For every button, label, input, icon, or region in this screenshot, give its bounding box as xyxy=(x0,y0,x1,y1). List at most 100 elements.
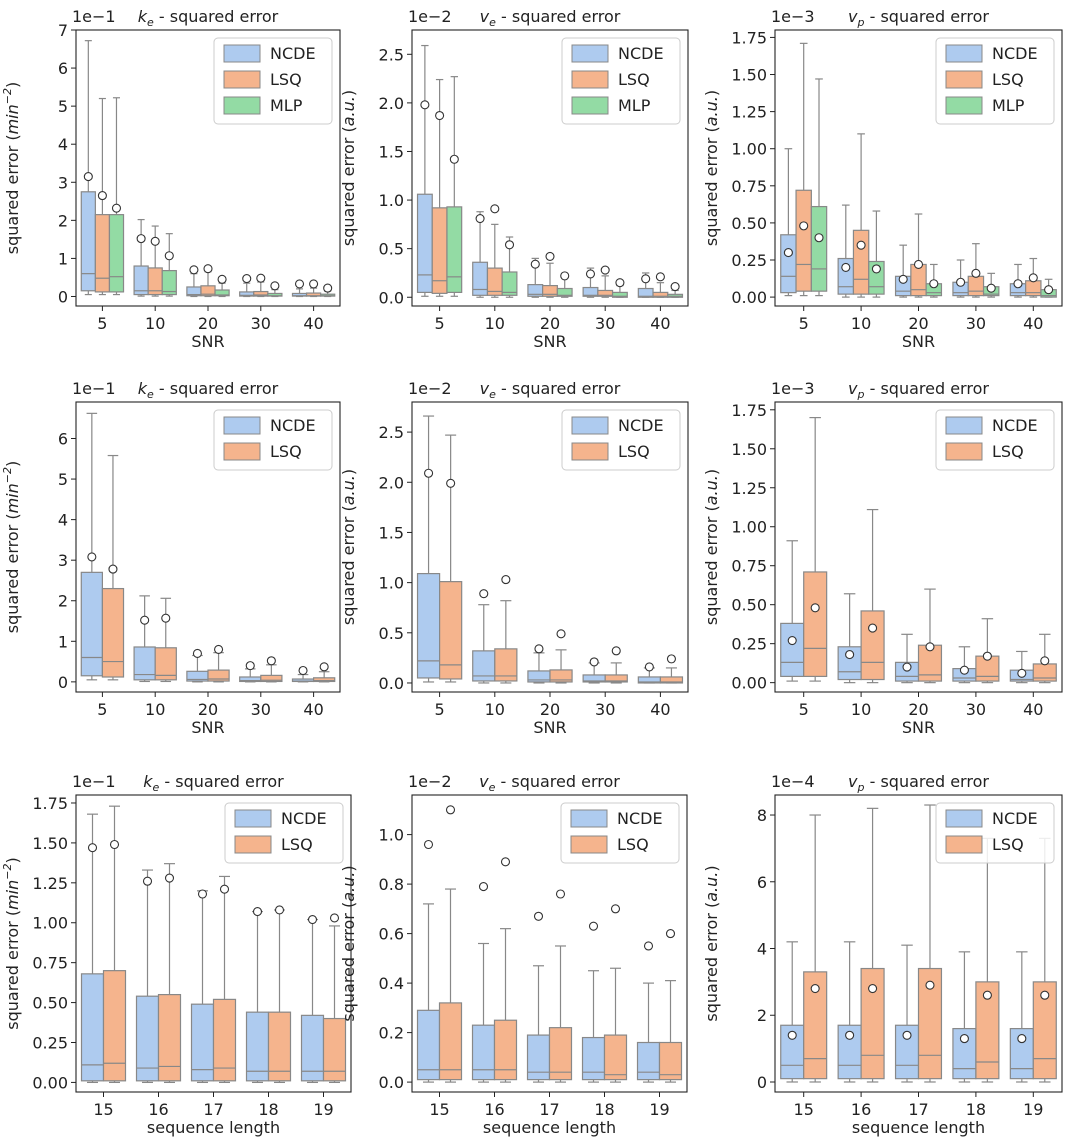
y-tick-label: 0 xyxy=(58,673,68,692)
y-axis-label: squared error (a.u.) xyxy=(702,469,721,625)
box-mlp-40 xyxy=(321,284,335,296)
y-tick-label: 5 xyxy=(58,470,68,489)
legend-label-lsq: LSQ xyxy=(618,70,650,89)
y-axis-label-unit: min xyxy=(3,483,22,513)
y-tick-label: 4 xyxy=(58,511,68,530)
mean-marker xyxy=(671,283,679,291)
y-tick-label: 0.75 xyxy=(731,177,767,196)
box-ncde-20 xyxy=(528,258,543,297)
x-tick-label: 19 xyxy=(1023,1100,1043,1119)
legend-label-ncde: NCDE xyxy=(618,44,664,63)
mean-marker xyxy=(447,479,455,487)
box-ncde-40 xyxy=(1010,651,1033,682)
x-tick-label: 18 xyxy=(258,1100,278,1119)
box-lsq-10 xyxy=(487,205,502,297)
legend: NCDELSQMLP xyxy=(562,38,680,124)
box-lsq-20 xyxy=(208,645,229,681)
y-axis-label-text: squared error xyxy=(3,916,22,1030)
mean-marker xyxy=(983,652,991,660)
mean-marker xyxy=(1029,274,1037,282)
mean-marker xyxy=(447,806,455,814)
y-axis-offset-exponent: 1e−1 xyxy=(72,772,116,791)
x-tick-label: 20 xyxy=(540,314,560,333)
y-axis-label: squared error (a.u.) xyxy=(339,90,358,246)
box-ncde-10 xyxy=(838,594,861,683)
y-axis-label-unit-exponent: −2 xyxy=(1,864,14,880)
box-lsq-18 xyxy=(269,906,291,1082)
x-tick-label: 30 xyxy=(966,700,986,719)
x-axis-label: SNR xyxy=(191,718,224,737)
box-mlp-5 xyxy=(447,77,462,297)
box-mlp-30 xyxy=(268,282,282,297)
legend: NCDELSQ xyxy=(561,803,679,863)
box-ncde-5 xyxy=(781,541,804,681)
box-body xyxy=(583,1038,605,1080)
chart-title-text: - squared error xyxy=(865,7,990,26)
y-tick-label: 1.75 xyxy=(731,401,767,420)
box-body xyxy=(159,995,181,1081)
box-body xyxy=(605,1035,627,1080)
y-axis-label-text: squared error xyxy=(339,512,358,626)
box-mlp-40 xyxy=(1041,279,1056,297)
legend-swatch-ncde xyxy=(572,45,608,62)
legend-swatch-lsq xyxy=(571,836,607,853)
y-axis-label-unit: min xyxy=(3,104,22,134)
box-ncde-10 xyxy=(134,596,155,682)
box-lsq-5 xyxy=(440,435,462,682)
box-ncde-40 xyxy=(292,280,306,297)
y-tick-label: 8 xyxy=(757,806,767,825)
box-body xyxy=(473,262,488,295)
box-lsq-20 xyxy=(543,252,558,297)
legend-swatch-lsq xyxy=(572,443,608,460)
y-tick-label: 4 xyxy=(58,135,68,154)
box-lsq-30 xyxy=(598,266,613,297)
mean-marker xyxy=(502,576,510,584)
mean-marker xyxy=(89,844,97,852)
y-axis-label: squared error (a.u.) xyxy=(339,469,358,625)
mean-marker xyxy=(960,666,968,674)
mean-marker xyxy=(450,155,458,163)
y-axis-label: squared error (a.u.) xyxy=(339,865,358,1021)
chart-title: vp - squared error xyxy=(848,379,989,401)
chart-title-text: - squared error xyxy=(159,772,284,791)
box-body xyxy=(638,1043,660,1080)
mean-marker xyxy=(243,275,251,283)
box-ncde-10 xyxy=(838,205,853,297)
legend-label-lsq: LSQ xyxy=(618,442,650,461)
mean-marker xyxy=(271,282,279,290)
mean-marker xyxy=(98,192,106,200)
y-tick-label: 2 xyxy=(58,592,68,611)
y-tick-label: 1.0 xyxy=(379,574,404,593)
box-body xyxy=(81,572,102,675)
box-body xyxy=(796,190,811,291)
box-mlp-10 xyxy=(502,237,517,297)
y-tick-label: 0.50 xyxy=(731,214,767,233)
box-lsq-40 xyxy=(653,273,668,297)
box-ncde-40 xyxy=(292,667,313,682)
x-tick-label: 19 xyxy=(649,1100,669,1119)
y-tick-label: 2.5 xyxy=(379,423,404,442)
box-ncde-17 xyxy=(528,912,550,1082)
mean-marker xyxy=(257,274,265,282)
box-lsq-18 xyxy=(976,838,999,1082)
box-mlp-40 xyxy=(668,283,683,298)
box-body xyxy=(528,1035,550,1080)
chart-title-text: - squared error xyxy=(496,7,621,26)
mean-marker xyxy=(204,265,212,273)
legend-swatch-lsq xyxy=(572,71,608,88)
y-axis-label-paren: ) xyxy=(3,461,22,467)
chart-title: vp - squared error xyxy=(848,772,989,794)
y-tick-label: 1.5 xyxy=(379,142,404,161)
legend: NCDELSQ xyxy=(214,410,332,470)
box-lsq-30 xyxy=(968,244,983,297)
box-lsq-5 xyxy=(102,456,123,680)
legend-swatch-ncde xyxy=(572,417,608,434)
box-mlp-20 xyxy=(215,275,229,296)
legend-label-lsq: LSQ xyxy=(270,442,302,461)
y-axis-label-paren: ) xyxy=(339,865,358,871)
box-ncde-19 xyxy=(1010,952,1033,1082)
mean-marker xyxy=(267,657,275,665)
mean-marker xyxy=(987,284,995,292)
y-tick-label: 1.50 xyxy=(731,440,767,459)
mean-marker xyxy=(491,205,499,213)
